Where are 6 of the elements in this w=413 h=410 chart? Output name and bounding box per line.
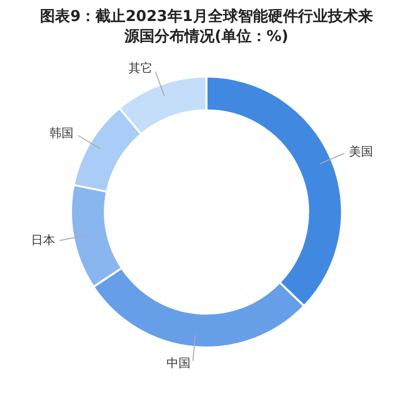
slice-label: 日本 bbox=[30, 233, 55, 248]
slice-label: 韩国 bbox=[49, 126, 74, 140]
chart-title: 图表9：截止2023年1月全球智能硬件行业技术来源国分布情况(单位：%) bbox=[39, 6, 374, 47]
slice-label: 其它 bbox=[128, 60, 152, 75]
slice-label: 美国 bbox=[348, 144, 373, 158]
slice-label: 中国 bbox=[166, 356, 191, 370]
